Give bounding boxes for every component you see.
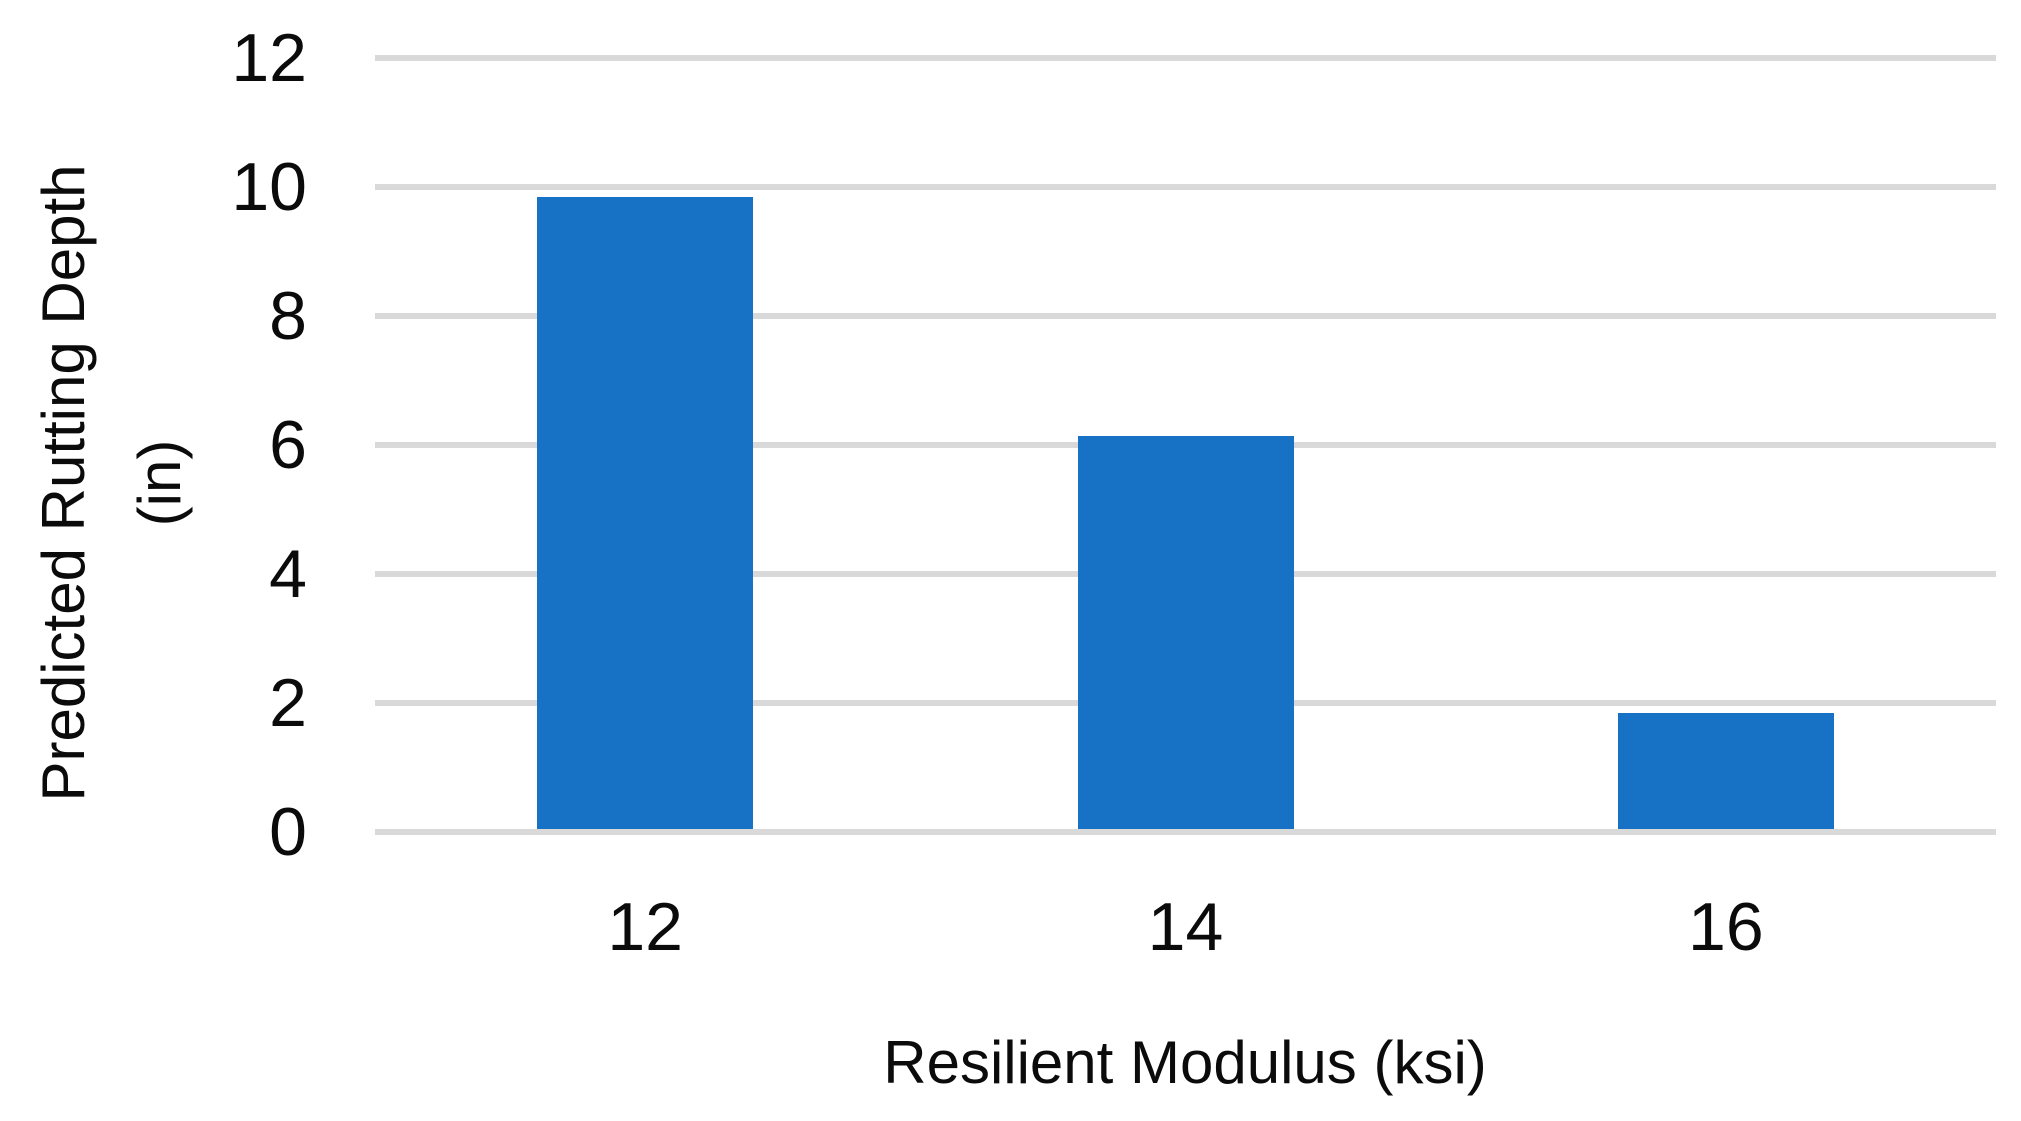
y-axis-title: Predicted Rutting Depth (in) xyxy=(16,164,208,801)
y-axis-title-line1: Predicted Rutting Depth xyxy=(30,164,97,802)
x-tick-label-16: 16 xyxy=(1688,889,1764,965)
gridline-y-10 xyxy=(375,184,1996,190)
x-axis-title: Resilient Modulus (ksi) xyxy=(883,1029,1487,1096)
gridline-y-12 xyxy=(375,55,1996,61)
y-tick-label-4: 4 xyxy=(269,536,307,612)
y-tick-label-12: 12 xyxy=(231,20,307,96)
y-tick-label-6: 6 xyxy=(269,407,307,483)
bar-12 xyxy=(537,196,754,829)
x-tick-label-12: 12 xyxy=(607,889,683,965)
gridline-y-8 xyxy=(375,313,1996,319)
y-axis-title-line2: (in) xyxy=(126,439,193,527)
bar-14 xyxy=(1077,435,1294,829)
x-tick-label-14: 14 xyxy=(1147,889,1224,965)
bar-16 xyxy=(1617,712,1834,829)
plot-area xyxy=(375,55,1996,835)
gridline-y-0 xyxy=(375,829,1996,835)
y-tick-label-10: 10 xyxy=(231,149,307,225)
y-tick-label-2: 2 xyxy=(269,665,307,741)
y-tick-label-0: 0 xyxy=(269,794,307,870)
y-tick-label-8: 8 xyxy=(269,278,307,354)
